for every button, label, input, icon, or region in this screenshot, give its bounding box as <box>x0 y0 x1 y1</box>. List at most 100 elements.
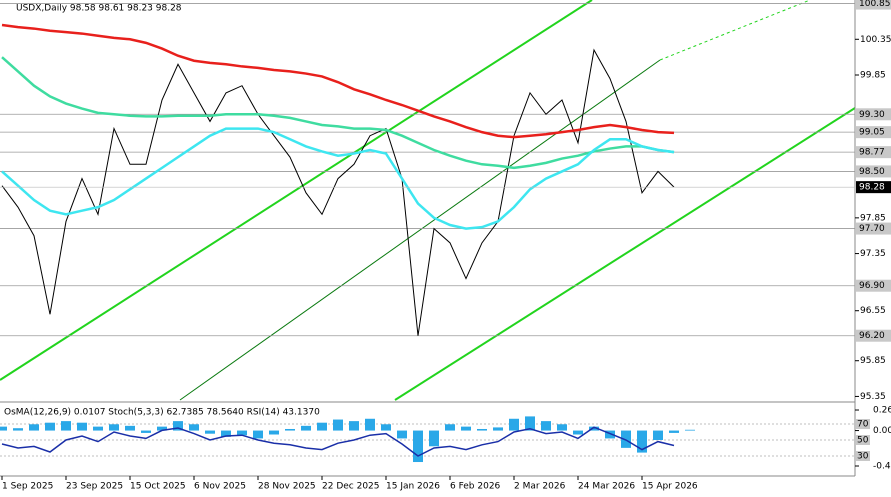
osma-bar <box>397 430 407 439</box>
x-tick-label: 6 Nov 2025 <box>194 482 246 492</box>
price-line <box>1 56 675 170</box>
y-tick-label: 97.35 <box>860 249 886 259</box>
osma-bar <box>685 429 695 431</box>
indicator-title: OsMA(12,26,9) 0.0107 Stoch(5,3,3) 62.738… <box>4 408 320 418</box>
y-tick-label: 0.2612 <box>873 406 891 416</box>
level-label: 98.77 <box>859 148 885 158</box>
osma-bar <box>653 430 663 440</box>
osma-bar <box>205 430 215 434</box>
channels <box>0 0 856 401</box>
y2-tick-box <box>856 451 870 461</box>
y-tick-label: -0.4506 <box>873 462 891 472</box>
osma-bar <box>285 428 295 431</box>
x-tick-label: 15 Jan 2026 <box>386 482 440 492</box>
osma-bar <box>349 421 359 431</box>
y2-tick-box <box>856 419 870 429</box>
osma-bar <box>269 430 279 435</box>
y-tick-label: 0.00 <box>873 426 891 436</box>
osma-bar <box>157 426 167 431</box>
osma-bar <box>253 430 263 439</box>
x-tick-label: 28 Nov 2025 <box>258 482 316 492</box>
y2-tick-box <box>856 435 870 445</box>
level-label: 97.70 <box>859 224 885 234</box>
osma-bar <box>0 426 7 431</box>
x-tick-label: 2 Mar 2026 <box>514 482 566 492</box>
osma-bar <box>221 430 231 437</box>
level-label: 99.05 <box>859 128 885 138</box>
last-price-label: 98.28 <box>859 183 885 193</box>
osma-bar <box>141 430 151 433</box>
price-line <box>1 48 675 336</box>
osma-bar <box>365 418 375 431</box>
rsi-line <box>1 426 675 457</box>
osma-bar <box>589 426 599 431</box>
channel-line <box>394 107 856 401</box>
osma-bar <box>77 422 87 431</box>
osma-bar <box>125 425 135 431</box>
y-tick-label: 95.85 <box>860 356 886 366</box>
level-label-box <box>856 279 891 292</box>
osma-bar <box>109 424 119 431</box>
level-label-box <box>856 108 891 121</box>
x-tick-label: 15 Apr 2026 <box>642 482 698 492</box>
osma-bar <box>509 418 519 431</box>
level-label: 99.30 <box>859 110 885 120</box>
y-tick-label: 97.85 <box>860 213 886 223</box>
osma-bar <box>333 419 343 431</box>
level-label-box <box>856 329 891 342</box>
level-label-box <box>856 222 891 235</box>
osma-bar <box>93 426 103 431</box>
x-tick-label: 22 Dec 2025 <box>322 482 380 492</box>
x-tick-label: 23 Sep 2025 <box>66 482 123 492</box>
osma-bar <box>445 424 455 431</box>
osma-bar <box>573 430 583 435</box>
chart-title: USDX,Daily 98.58 98.61 98.23 98.28 <box>16 4 182 14</box>
osma-bar <box>637 430 647 453</box>
y2-tick-label: 70 <box>857 420 869 430</box>
y-tick-label: 100.35 <box>860 35 891 45</box>
osma-bar <box>237 430 247 436</box>
osma-bar <box>429 430 439 447</box>
level-label-box <box>856 126 891 139</box>
osma-bar <box>381 424 391 431</box>
osma-bar <box>173 421 183 431</box>
y2-tick-label: 50 <box>857 436 869 446</box>
osma-bar <box>493 427 503 431</box>
level-label: 96.90 <box>859 281 885 291</box>
osma-bar <box>189 424 199 431</box>
osma-bar <box>29 424 39 431</box>
y-tick-label: 95.35 <box>860 392 886 402</box>
channel-mid <box>179 59 661 401</box>
x-tick-label: 15 Oct 2025 <box>130 482 186 492</box>
y-tick-label: 96.55 <box>860 306 886 316</box>
level-label: 100.85 <box>859 0 891 9</box>
osma-bar <box>541 421 551 431</box>
price-line <box>1 23 675 139</box>
channel-mid-ext <box>659 0 811 61</box>
osma-bar <box>605 430 615 439</box>
osma-bar <box>413 430 423 463</box>
osma-bar <box>61 421 71 431</box>
level-label: 98.50 <box>859 167 885 177</box>
y-tick-label: 99.85 <box>860 71 886 81</box>
level-label: 96.20 <box>859 331 885 341</box>
price-line <box>1 127 675 230</box>
channel-line <box>0 0 593 381</box>
osma-bar <box>13 428 23 431</box>
x-tick-label: 1 Sep 2025 <box>2 482 53 492</box>
level-label-box <box>856 146 891 159</box>
level-label-box <box>856 0 891 10</box>
osma-bar <box>525 416 535 431</box>
osma-bar <box>557 424 567 431</box>
osma-bar <box>669 430 679 433</box>
osma-bar <box>477 428 487 431</box>
x-tick-label: 6 Feb 2026 <box>450 482 501 492</box>
osma-bar <box>317 422 327 431</box>
last-price-box <box>856 181 891 194</box>
osma-bar <box>45 422 55 431</box>
osma-bar <box>301 425 311 431</box>
level-label-box <box>856 165 891 178</box>
y2-tick-label: 30 <box>857 452 869 462</box>
